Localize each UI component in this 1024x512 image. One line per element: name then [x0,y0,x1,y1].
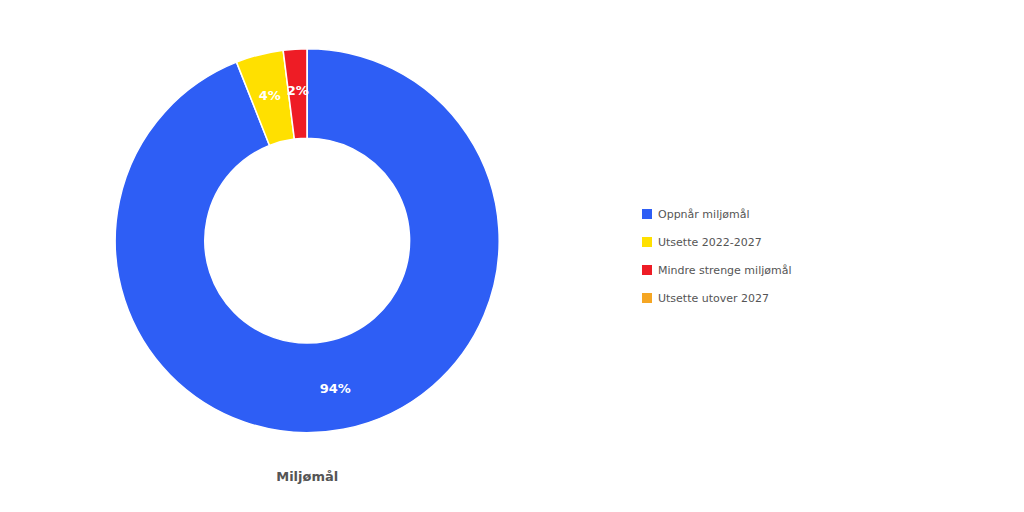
svg-text:4%: 4% [259,88,281,103]
svg-text:94%: 94% [320,381,351,396]
svg-text:Miljømål: Miljømål [276,469,338,484]
svg-text:Mindre strenge miljømål: Mindre strenge miljømål [658,264,791,277]
svg-text:Utsette utover 2027: Utsette utover 2027 [658,292,769,305]
svg-text:Utsette 2022-2027: Utsette 2022-2027 [658,236,762,249]
svg-text:2%: 2% [287,83,309,98]
svg-text:Oppnår miljømål: Oppnår miljømål [658,208,749,221]
